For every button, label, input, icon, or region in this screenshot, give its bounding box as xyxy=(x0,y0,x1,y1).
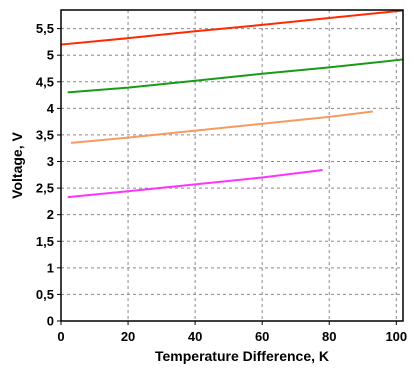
series-line-1 xyxy=(60,9,404,46)
x-tick-label: 60 xyxy=(255,329,269,344)
y-tick-label: 3,5 xyxy=(36,127,54,142)
y-tick-label: 1 xyxy=(47,260,54,275)
grid xyxy=(61,10,403,321)
y-axis-title: Voltage, V xyxy=(9,132,25,199)
series-line-4 xyxy=(67,169,323,199)
x-tick-label: 100 xyxy=(385,329,407,344)
y-tick-label: 0,5 xyxy=(36,287,54,302)
y-tick-label: 4 xyxy=(47,101,55,116)
y-tick-label: 5,5 xyxy=(36,21,54,36)
y-tick-label: 2 xyxy=(47,207,54,222)
series-line-2 xyxy=(67,58,404,94)
y-tick-label: 1,5 xyxy=(36,234,54,249)
y-tick-label: 0 xyxy=(47,314,54,329)
y-tick-label: 5 xyxy=(47,48,54,63)
ticks: 0 20 40 60 80 100 0 0,5 1 1,5 2 2,5 3 3,5 4 4,5 5 5,5 xyxy=(36,21,407,344)
plot-area-frame xyxy=(60,9,404,322)
x-tick-label: 0 xyxy=(57,329,64,344)
series-line-3 xyxy=(70,110,373,144)
y-tick-label: 3 xyxy=(47,154,54,169)
series-layer xyxy=(60,9,404,199)
x-tick-label: 40 xyxy=(188,329,202,344)
x-tick-label: 80 xyxy=(322,329,336,344)
y-tick-label: 4,5 xyxy=(36,74,54,89)
x-tick-label: 20 xyxy=(121,329,135,344)
x-axis-title: Temperature Difference, K xyxy=(155,348,329,364)
y-tick-label: 2,5 xyxy=(36,181,54,196)
